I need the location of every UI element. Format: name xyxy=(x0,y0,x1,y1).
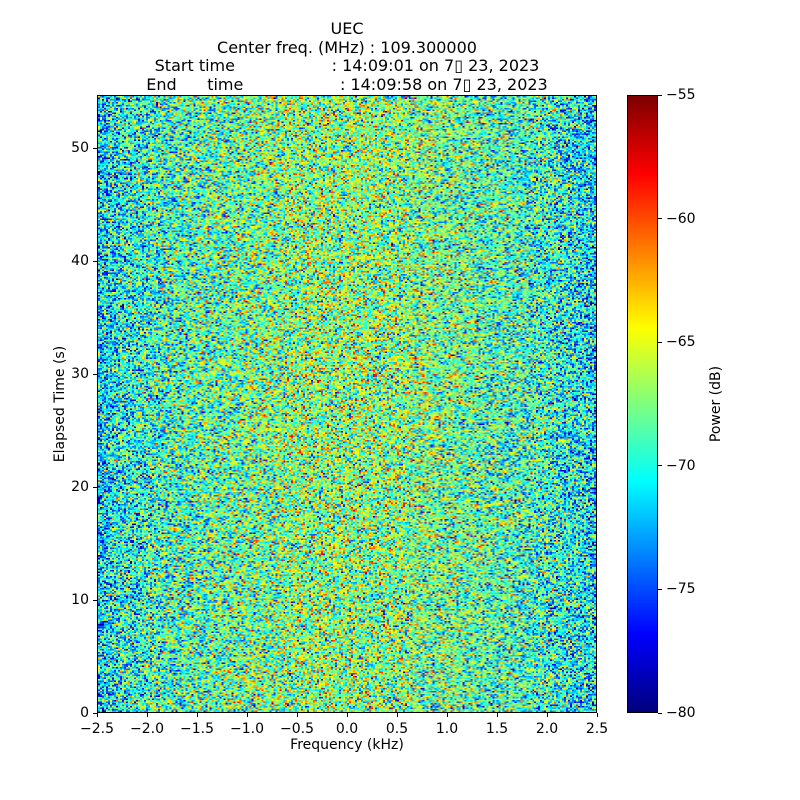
colorbar-tick-label: −60 xyxy=(666,210,696,227)
y-tick xyxy=(93,147,97,149)
colorbar-tick-label: −65 xyxy=(666,334,696,351)
x-tick-label: 1.0 xyxy=(435,721,459,737)
x-tick-label: −1.5 xyxy=(180,721,214,737)
colorbar-tick xyxy=(658,218,662,220)
x-tick-label: 0.5 xyxy=(385,721,409,737)
x-tick-label: −0.5 xyxy=(280,721,314,737)
colorbar-tick xyxy=(658,465,662,467)
x-tick xyxy=(396,713,398,717)
x-tick xyxy=(96,713,98,717)
colorbar-tick xyxy=(658,341,662,343)
start-time-line: Start time : 14:09:01 on 7▯ 23, 2023 xyxy=(154,56,540,75)
y-tick xyxy=(93,486,97,488)
y-tick-label: 0 xyxy=(80,705,89,721)
x-tick xyxy=(296,713,298,717)
spectrogram-canvas xyxy=(98,96,596,712)
colorbar-tick-label: −70 xyxy=(666,457,696,474)
colorbar-tick xyxy=(658,712,662,714)
plot-area xyxy=(97,95,597,713)
y-tick xyxy=(93,712,97,714)
colorbar-tick-label: −75 xyxy=(666,581,696,598)
y-axis-label: Elapsed Time (s) xyxy=(52,345,68,463)
x-tick xyxy=(146,713,148,717)
x-tick-label: 2.0 xyxy=(535,721,559,737)
x-tick xyxy=(196,713,198,717)
y-tick-label: 30 xyxy=(71,366,89,383)
x-tick-label: −1.0 xyxy=(230,721,264,737)
y-tick-label: 20 xyxy=(71,479,89,496)
colorbar-tick-label: −55 xyxy=(666,87,696,103)
end-time-line: End time : 14:09:58 on 7▯ 23, 2023 xyxy=(146,74,548,94)
x-tick xyxy=(246,713,248,717)
y-tick xyxy=(93,599,97,601)
title-block: UEC Center freq. (MHz) : 109.300000 Star… xyxy=(97,19,597,94)
colorbar-tick xyxy=(658,588,662,590)
y-tick xyxy=(93,373,97,375)
chart-title: UEC xyxy=(330,19,364,38)
x-tick-label: −2.5 xyxy=(80,721,114,737)
y-tick-label: 40 xyxy=(71,253,89,270)
x-tick-label: −2.0 xyxy=(130,721,164,737)
center-freq-line: Center freq. (MHz) : 109.300000 xyxy=(217,37,477,57)
colorbar-tick xyxy=(658,94,662,96)
y-tick-label: 50 xyxy=(71,140,89,157)
x-tick xyxy=(596,713,598,717)
x-tick xyxy=(346,713,348,717)
x-tick xyxy=(446,713,448,717)
x-tick-label: 1.5 xyxy=(485,721,509,737)
colorbar xyxy=(627,95,658,713)
colorbar-label: Power (dB) xyxy=(708,365,724,443)
y-tick xyxy=(93,260,97,262)
x-tick-label: 2.5 xyxy=(585,721,609,737)
colorbar-tick-label: −80 xyxy=(666,705,696,721)
x-tick-label: 0.0 xyxy=(335,721,359,737)
x-tick xyxy=(546,713,548,717)
colorbar-gradient-canvas xyxy=(628,96,657,712)
x-tick xyxy=(496,713,498,717)
y-tick-label: 10 xyxy=(71,592,89,609)
x-axis-label: Frequency (kHz) xyxy=(290,737,404,753)
